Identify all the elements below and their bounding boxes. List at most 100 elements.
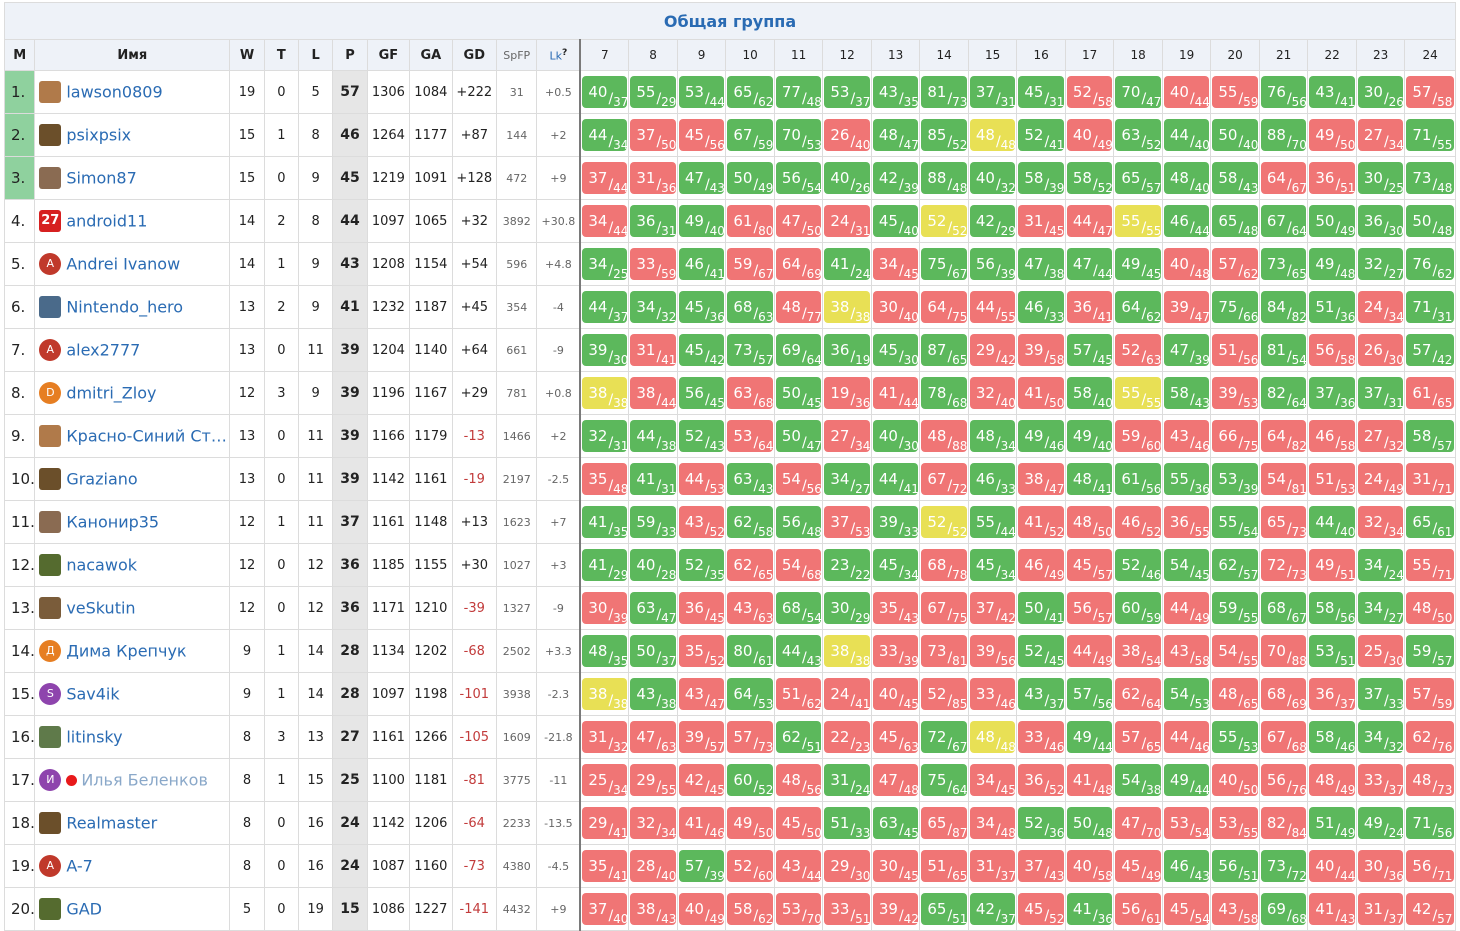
- match-result[interactable]: 47/70: [1115, 807, 1161, 840]
- player-cell[interactable]: Д Дима Крепчук: [34, 629, 231, 673]
- match-result[interactable]: 73/72: [1260, 850, 1307, 883]
- player-cell[interactable]: Simon87: [34, 156, 231, 200]
- result-cell[interactable]: 32/27: [1355, 242, 1406, 286]
- result-cell[interactable]: 37/31: [967, 70, 1018, 114]
- match-result[interactable]: 45/42: [678, 334, 725, 367]
- match-result[interactable]: 27/32: [1357, 420, 1404, 453]
- match-result[interactable]: 37/31: [1357, 377, 1404, 410]
- result-cell[interactable]: 81/73: [919, 70, 969, 114]
- match-result[interactable]: 54/81: [1260, 463, 1307, 496]
- match-result[interactable]: 70/88: [1260, 635, 1307, 668]
- result-cell[interactable]: 50/49: [725, 156, 775, 200]
- result-cell[interactable]: 67/64: [1258, 199, 1309, 243]
- result-cell[interactable]: 48/77: [773, 285, 824, 329]
- match-result[interactable]: 48/73: [1406, 764, 1454, 797]
- result-cell[interactable]: 37/36: [1307, 371, 1357, 415]
- match-result[interactable]: 82/64: [1260, 377, 1307, 410]
- col-header-round-10[interactable]: 10: [725, 39, 775, 71]
- result-cell[interactable]: 56/51: [1210, 844, 1260, 888]
- result-cell[interactable]: 34/27: [1355, 586, 1406, 630]
- result-cell[interactable]: 61/56: [1113, 457, 1163, 501]
- match-result[interactable]: 34/25: [582, 248, 628, 281]
- match-result[interactable]: 39/42: [872, 893, 919, 926]
- match-result[interactable]: 48/50: [1066, 506, 1113, 539]
- result-cell[interactable]: 62/76: [1404, 715, 1456, 759]
- result-cell[interactable]: 50/37: [628, 629, 678, 673]
- match-result[interactable]: 33/39: [872, 635, 919, 668]
- match-result[interactable]: 72/73: [1260, 549, 1307, 582]
- match-result[interactable]: 34/32: [1357, 721, 1404, 754]
- match-result[interactable]: 44/40: [1309, 506, 1355, 539]
- result-cell[interactable]: 39/56: [967, 629, 1018, 673]
- result-cell[interactable]: 53/64: [725, 414, 775, 458]
- match-result[interactable]: 64/82: [1260, 420, 1307, 453]
- result-cell[interactable]: 58/40: [1064, 371, 1115, 415]
- result-cell[interactable]: 41/35: [579, 500, 630, 544]
- match-result[interactable]: 46/52: [1115, 506, 1161, 539]
- lk-help-icon[interactable]: ?: [561, 47, 568, 59]
- player-cell[interactable]: Realmaster: [34, 801, 231, 845]
- match-result[interactable]: 40/37: [582, 76, 628, 109]
- result-cell[interactable]: 39/42: [870, 887, 921, 931]
- match-result[interactable]: 60/59: [1115, 592, 1161, 625]
- match-result[interactable]: 25/30: [1357, 635, 1404, 668]
- result-cell[interactable]: 48/50: [1404, 586, 1456, 630]
- match-result[interactable]: 45/30: [872, 334, 919, 367]
- match-result[interactable]: 58/56: [1309, 592, 1355, 625]
- match-result[interactable]: 50/47: [775, 420, 822, 453]
- result-cell[interactable]: 31/37: [1355, 887, 1406, 931]
- match-result[interactable]: 58/40: [1066, 377, 1113, 410]
- result-cell[interactable]: 43/35: [870, 70, 921, 114]
- result-cell[interactable]: 56/61: [1113, 887, 1163, 931]
- match-result[interactable]: 56/76: [1260, 764, 1307, 797]
- match-result[interactable]: 19/36: [824, 377, 870, 410]
- match-result[interactable]: 57/73: [727, 721, 773, 754]
- match-result[interactable]: 44/49: [1066, 635, 1113, 668]
- result-cell[interactable]: 40/26: [822, 156, 872, 200]
- match-result[interactable]: 43/44: [775, 850, 822, 883]
- match-result[interactable]: 34/27: [1357, 592, 1404, 625]
- result-cell[interactable]: 31/45: [1016, 199, 1066, 243]
- match-result[interactable]: 67/68: [1260, 721, 1307, 754]
- col-header-round-22[interactable]: 22: [1307, 39, 1357, 71]
- match-result[interactable]: 38/38: [582, 377, 628, 410]
- result-cell[interactable]: 38/38: [822, 285, 872, 329]
- result-cell[interactable]: 56/58: [1307, 328, 1357, 372]
- result-cell[interactable]: 36/45: [676, 586, 727, 630]
- col-header-p[interactable]: P: [332, 39, 368, 71]
- result-cell[interactable]: 33/51: [822, 887, 872, 931]
- player-name-link[interactable]: Graziano: [66, 469, 138, 489]
- result-cell[interactable]: 71/31: [1404, 285, 1456, 329]
- player-name-link[interactable]: Sav4ik: [66, 684, 120, 704]
- result-cell[interactable]: 64/53: [725, 672, 775, 716]
- result-cell[interactable]: 23/22: [822, 543, 872, 587]
- result-cell[interactable]: 65/62: [725, 70, 775, 114]
- match-result[interactable]: 49/50: [1309, 119, 1355, 152]
- col-header-round-16[interactable]: 16: [1016, 39, 1066, 71]
- match-result[interactable]: 49/44: [1163, 764, 1210, 797]
- result-cell[interactable]: 41/43: [1307, 887, 1357, 931]
- match-result[interactable]: 49/44: [1066, 721, 1113, 754]
- match-result[interactable]: 47/63: [630, 721, 676, 754]
- result-cell[interactable]: 82/84: [1258, 801, 1309, 845]
- result-cell[interactable]: 49/45: [1113, 242, 1163, 286]
- result-cell[interactable]: 45/31: [1016, 70, 1066, 114]
- match-result[interactable]: 56/45: [678, 377, 725, 410]
- result-cell[interactable]: 62/58: [725, 500, 775, 544]
- result-cell[interactable]: 59/67: [725, 242, 775, 286]
- result-cell[interactable]: 65/48: [1210, 199, 1260, 243]
- result-cell[interactable]: 46/44: [1161, 199, 1212, 243]
- match-result[interactable]: 33/37: [1357, 764, 1404, 797]
- result-cell[interactable]: 48/41: [1064, 457, 1115, 501]
- result-cell[interactable]: 65/87: [919, 801, 969, 845]
- result-cell[interactable]: 51/49: [1307, 801, 1357, 845]
- result-cell[interactable]: 48/35: [579, 629, 630, 673]
- match-result[interactable]: 68/69: [1260, 678, 1307, 711]
- result-cell[interactable]: 56/76: [1258, 758, 1309, 802]
- match-result[interactable]: 73/81: [921, 635, 967, 668]
- result-cell[interactable]: 53/55: [1210, 801, 1260, 845]
- result-cell[interactable]: 34/44: [579, 199, 630, 243]
- result-cell[interactable]: 48/47: [870, 113, 921, 157]
- match-result[interactable]: 57/42: [1406, 334, 1454, 367]
- result-cell[interactable]: 30/25: [1355, 156, 1406, 200]
